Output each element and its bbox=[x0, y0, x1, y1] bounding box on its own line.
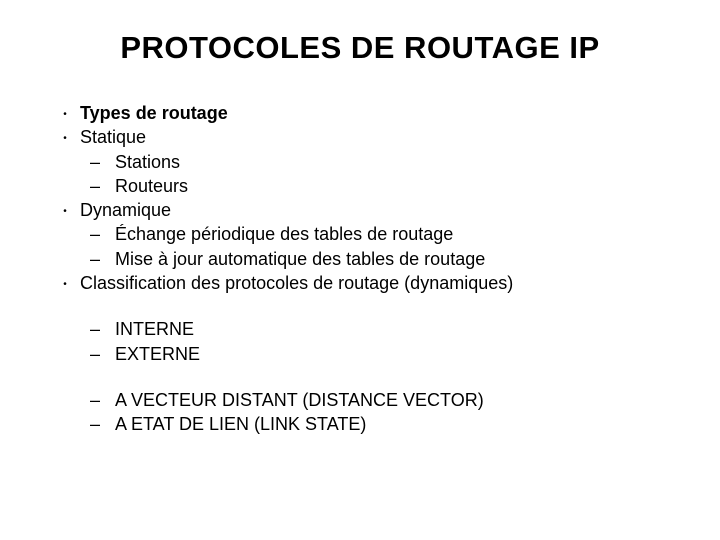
dash-marker: – bbox=[90, 342, 115, 366]
dash-marker: – bbox=[90, 412, 115, 436]
bullet-item: •Types de routage bbox=[50, 101, 670, 125]
bullet-marker: • bbox=[50, 101, 80, 122]
sub-text: Routeurs bbox=[115, 174, 670, 198]
sub-item: –A ETAT DE LIEN (LINK STATE) bbox=[50, 412, 670, 436]
bullet-item: • Classification des protocoles de routa… bbox=[50, 271, 670, 295]
bullet-text: Statique bbox=[80, 125, 670, 149]
sub-text: Échange périodique des tables de routage bbox=[115, 222, 670, 246]
dash-marker: – bbox=[90, 150, 115, 174]
bullet-text: Classification des protocoles de routage… bbox=[80, 271, 670, 295]
dash-marker: – bbox=[90, 247, 115, 271]
sub-item: –Échange périodique des tables de routag… bbox=[50, 222, 670, 246]
sub-text: A VECTEUR DISTANT (DISTANCE VECTOR) bbox=[115, 388, 670, 412]
spacer bbox=[50, 295, 670, 317]
slide-title: PROTOCOLES DE ROUTAGE IP bbox=[50, 30, 670, 66]
sub-item: –INTERNE bbox=[50, 317, 670, 341]
spacer bbox=[50, 366, 670, 388]
sub-item: –Mise à jour automatique des tables de r… bbox=[50, 247, 670, 271]
sub-item: –A VECTEUR DISTANT (DISTANCE VECTOR) bbox=[50, 388, 670, 412]
sub-text: EXTERNE bbox=[115, 342, 670, 366]
dash-marker: – bbox=[90, 388, 115, 412]
sub-item: –Routeurs bbox=[50, 174, 670, 198]
sub-text: A ETAT DE LIEN (LINK STATE) bbox=[115, 412, 670, 436]
dash-marker: – bbox=[90, 222, 115, 246]
dash-marker: – bbox=[90, 174, 115, 198]
sub-text: INTERNE bbox=[115, 317, 670, 341]
sub-item: –EXTERNE bbox=[50, 342, 670, 366]
sub-text: Stations bbox=[115, 150, 670, 174]
bullet-marker: • bbox=[50, 125, 80, 146]
bullet-item: •Statique bbox=[50, 125, 670, 149]
bullet-text: Types de routage bbox=[80, 101, 670, 125]
slide-content: •Types de routage•Statique–Stations–Rout… bbox=[50, 101, 670, 437]
sub-text: Mise à jour automatique des tables de ro… bbox=[115, 247, 670, 271]
dash-marker: – bbox=[90, 317, 115, 341]
bullet-text: Dynamique bbox=[80, 198, 670, 222]
bullet-marker: • bbox=[50, 198, 80, 219]
bullet-marker: • bbox=[50, 271, 80, 292]
sub-item: –Stations bbox=[50, 150, 670, 174]
bullet-item: •Dynamique bbox=[50, 198, 670, 222]
